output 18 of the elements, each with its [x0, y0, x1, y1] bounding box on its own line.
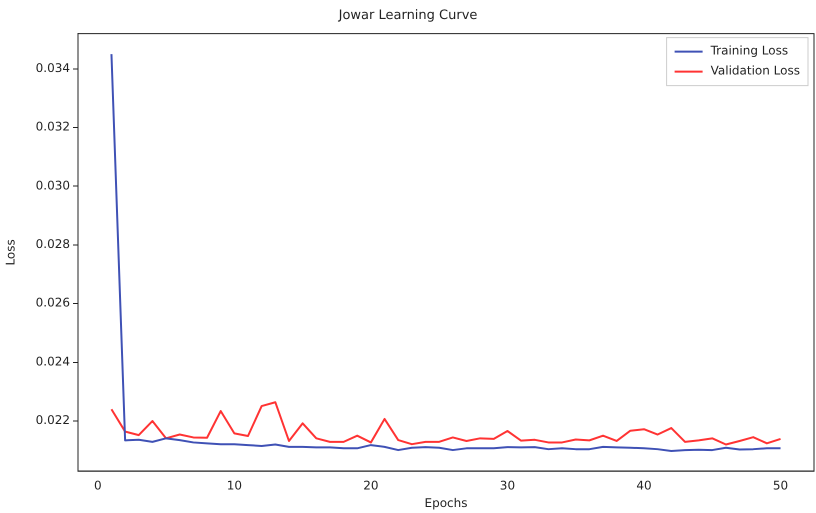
- y-tick-label: 0.028: [36, 237, 70, 252]
- x-tick-label: 0: [94, 478, 102, 493]
- legend-label: Validation Loss: [710, 64, 800, 78]
- y-tick-label: 0.032: [36, 120, 70, 134]
- y-tick-label: 0.026: [36, 296, 70, 310]
- y-axis-title: Loss: [3, 239, 18, 266]
- x-tick-label: 10: [226, 478, 242, 493]
- y-tick-label: 0.030: [36, 178, 70, 192]
- y-tick-label: 0.024: [36, 354, 70, 368]
- x-tick-label: 50: [772, 478, 788, 493]
- x-tick-label: 20: [363, 478, 379, 493]
- x-tick-label: 30: [500, 478, 516, 493]
- y-tick-label: 0.034: [36, 60, 70, 75]
- x-axis-title: Epochs: [424, 496, 468, 510]
- chart-title: Jowar Learning Curve: [338, 8, 478, 24]
- legend-label: Training Loss: [710, 44, 788, 58]
- x-tick-label: 40: [636, 478, 652, 493]
- y-tick-label: 0.022: [36, 413, 70, 428]
